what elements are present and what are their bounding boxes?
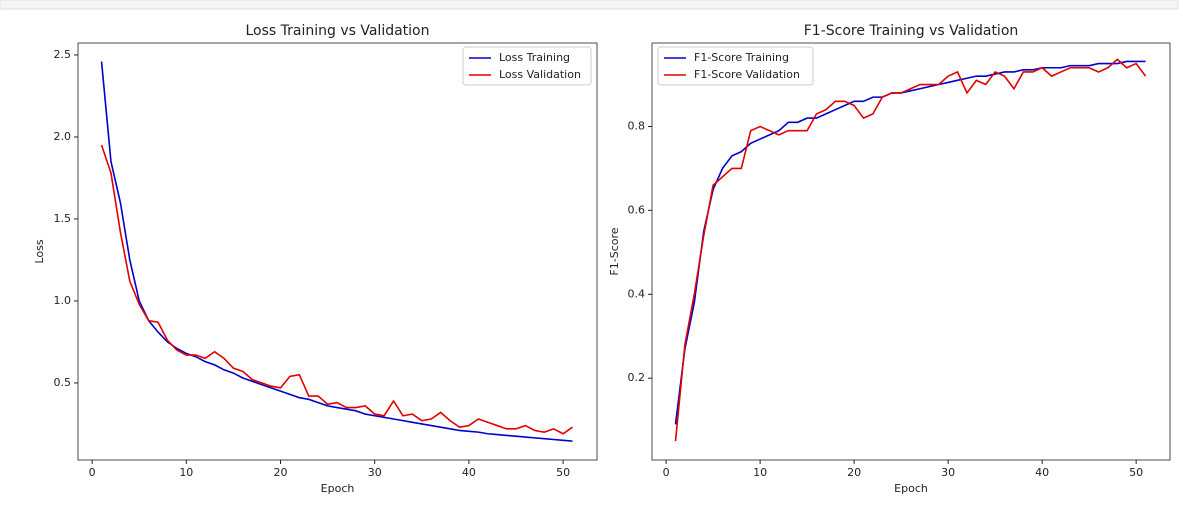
series-line [100, 144, 573, 435]
x-tick-label: 0 [89, 466, 96, 479]
series-line [100, 61, 573, 442]
x-tick-label: 30 [941, 466, 955, 479]
legend: Loss Training Loss Validation [462, 46, 592, 86]
legend-label: F1-Score Training [694, 51, 789, 64]
x-tick-label: 0 [663, 466, 670, 479]
x-tick-label: 30 [368, 466, 382, 479]
x-tick-label: 10 [753, 466, 767, 479]
x-axis-label: Epoch [894, 482, 928, 495]
y-tick-label: 0.2 [628, 371, 646, 384]
y-tick-label: 2.0 [54, 130, 72, 143]
y-axis-label: F1-Score [608, 227, 621, 275]
x-tick-label: 50 [556, 466, 570, 479]
legend: F1-Score Training F1-Score Validation [657, 46, 814, 86]
legend-box [462, 46, 592, 86]
chart-title: F1-Score Training vs Validation [804, 23, 1019, 39]
x-tick-label: 20 [847, 466, 861, 479]
series-line [674, 58, 1147, 442]
y-tick-label: 0.4 [628, 287, 646, 300]
x-tick-label: 20 [274, 466, 288, 479]
x-axis-label: Epoch [321, 482, 355, 495]
y-tick-label: 0.6 [628, 203, 646, 216]
plot-frame [651, 42, 1171, 461]
x-tick-label: 50 [1129, 466, 1143, 479]
legend-label: Loss Validation [499, 68, 581, 81]
plot-frame [77, 42, 598, 461]
x-tick-label: 10 [179, 466, 193, 479]
x-tick-label: 40 [1035, 466, 1049, 479]
y-tick-label: 2.5 [54, 48, 72, 61]
y-tick-label: 1.5 [54, 212, 72, 225]
y-tick-label: 0.8 [628, 119, 646, 132]
series-line [674, 60, 1146, 425]
legend-label: F1-Score Validation [694, 68, 800, 81]
chart-title: Loss Training vs Validation [245, 23, 429, 39]
legend-label: Loss Training [499, 51, 570, 64]
code-cell [0, 0, 1179, 10]
y-tick-label: 0.5 [54, 376, 72, 389]
x-tick-label: 40 [462, 466, 476, 479]
y-axis-label: Loss [33, 239, 46, 263]
legend-box [657, 46, 814, 86]
y-tick-label: 1.0 [54, 294, 72, 307]
